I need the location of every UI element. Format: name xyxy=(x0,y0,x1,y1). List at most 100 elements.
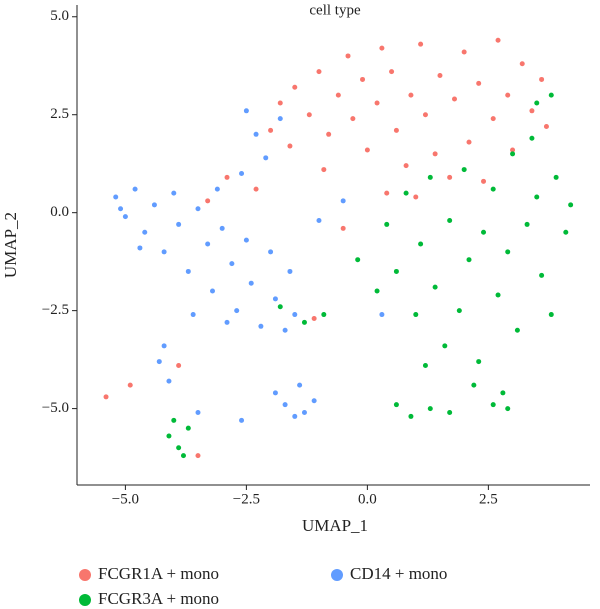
point xyxy=(447,174,453,180)
x-tick-label: 0.0 xyxy=(358,491,377,507)
point xyxy=(427,174,433,180)
point xyxy=(548,312,554,318)
y-tick-label: −2.5 xyxy=(42,302,69,318)
point xyxy=(234,308,240,314)
point xyxy=(403,190,409,196)
point xyxy=(161,343,167,349)
point xyxy=(243,108,249,114)
point xyxy=(495,37,501,43)
point xyxy=(190,312,196,318)
y-tick-label: 0.0 xyxy=(50,204,69,220)
point xyxy=(137,245,143,251)
point xyxy=(316,218,322,224)
point xyxy=(553,174,559,180)
point xyxy=(297,382,303,388)
point xyxy=(427,406,433,412)
point xyxy=(335,92,341,98)
point xyxy=(122,214,128,220)
point xyxy=(481,229,487,235)
point xyxy=(161,249,167,255)
point xyxy=(360,76,366,82)
legend-label: CD14 + mono xyxy=(350,564,447,583)
x-tick-label: 2.5 xyxy=(479,491,498,507)
point xyxy=(214,186,220,192)
x-tick-label: −5.0 xyxy=(112,491,139,507)
point xyxy=(185,268,191,274)
point xyxy=(355,257,361,263)
point xyxy=(301,319,307,325)
y-tick-label: −5.0 xyxy=(42,400,69,416)
point xyxy=(229,261,235,267)
point xyxy=(548,92,554,98)
point xyxy=(301,410,307,416)
point xyxy=(379,312,385,318)
point xyxy=(345,53,351,59)
point xyxy=(442,343,448,349)
point xyxy=(476,359,482,365)
point xyxy=(510,151,516,157)
point xyxy=(418,41,424,47)
y-tick-label: 5.0 xyxy=(50,8,69,24)
point xyxy=(185,425,191,431)
point xyxy=(272,296,278,302)
point xyxy=(563,229,569,235)
point xyxy=(253,131,259,137)
point xyxy=(205,241,211,247)
y-axis-label: UMAP_2 xyxy=(1,212,20,278)
point xyxy=(393,127,399,133)
point xyxy=(292,312,298,318)
point xyxy=(239,170,245,176)
point xyxy=(432,284,438,290)
point xyxy=(374,288,380,294)
point xyxy=(413,194,419,200)
point xyxy=(466,257,472,263)
point xyxy=(490,116,496,122)
point xyxy=(113,194,119,200)
point xyxy=(253,186,259,192)
point xyxy=(384,221,390,227)
point xyxy=(505,249,511,255)
point xyxy=(408,413,414,419)
point xyxy=(461,49,467,55)
point xyxy=(268,127,274,133)
point xyxy=(195,453,201,459)
point xyxy=(277,116,283,122)
point xyxy=(481,178,487,184)
point xyxy=(524,221,530,227)
legend-swatch xyxy=(79,594,91,606)
legend-label: FCGR1A + mono xyxy=(98,564,219,583)
point xyxy=(505,406,511,412)
point xyxy=(393,268,399,274)
point xyxy=(321,312,327,318)
point xyxy=(384,190,390,196)
point xyxy=(171,190,177,196)
point xyxy=(451,96,457,102)
point xyxy=(490,186,496,192)
point xyxy=(456,308,462,314)
point xyxy=(287,268,293,274)
point xyxy=(510,147,516,153)
point xyxy=(268,249,274,255)
point xyxy=(180,453,186,459)
chart-title: cell type xyxy=(309,2,361,18)
point xyxy=(176,362,182,368)
point xyxy=(539,76,545,82)
point xyxy=(287,143,293,149)
point xyxy=(422,362,428,368)
point xyxy=(195,206,201,212)
point xyxy=(239,417,245,423)
point xyxy=(422,112,428,118)
point xyxy=(210,288,216,294)
legend-swatch xyxy=(79,569,91,581)
point xyxy=(127,382,133,388)
legend-swatch xyxy=(331,569,343,581)
point xyxy=(176,221,182,227)
point xyxy=(277,304,283,310)
point xyxy=(282,327,288,333)
point xyxy=(142,229,148,235)
point xyxy=(282,402,288,408)
point xyxy=(248,280,254,286)
point xyxy=(306,112,312,118)
point xyxy=(568,202,574,208)
legend-label: FCGR3A + mono xyxy=(98,589,219,608)
